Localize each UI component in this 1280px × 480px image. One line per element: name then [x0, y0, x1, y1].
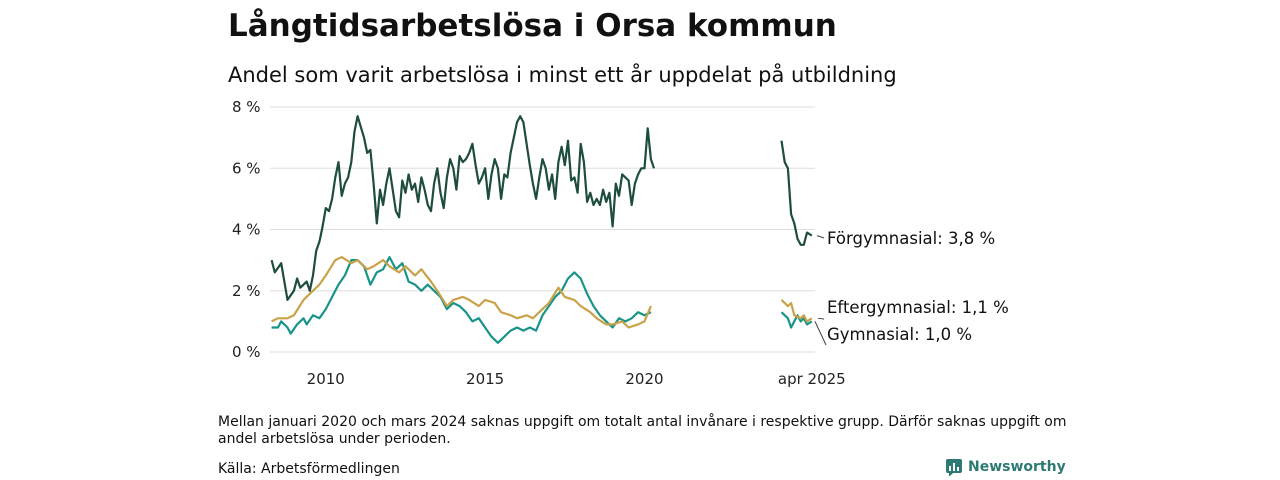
y-tick-label: 6 % — [232, 159, 261, 177]
series-line-gymnasial — [780, 311, 813, 329]
series-line-eftergymnasial — [271, 256, 652, 329]
series-line-eftergymnasial — [780, 299, 813, 323]
end-label-eftergymnasial: Eftergymnasial: 1,1 % — [827, 298, 1009, 317]
series-lines — [270, 115, 813, 344]
y-tick-label: 8 % — [232, 98, 261, 116]
y-tick-label: 2 % — [232, 282, 261, 300]
brand-name: Newsworthy — [968, 459, 1066, 475]
source-text: Källa: Arbetsförmedlingen — [218, 461, 400, 477]
chart-subtitle: Andel som varit arbetslösa i minst ett å… — [228, 63, 897, 87]
end-label-gymnasial: Gymnasial: 1,0 % — [827, 325, 972, 344]
line-chart: 0 % 2 % 4 % 6 % 8 % 2010 2015 2020 apr 2025 För… — [232, 98, 1009, 388]
end-label-förgymnasial: Förgymnasial: 3,8 % — [827, 229, 995, 248]
x-tick-label: 2020 — [625, 370, 663, 388]
leader-line — [817, 317, 825, 320]
x-tick-labels: 2010 2015 2020 apr 2025 — [307, 370, 846, 388]
x-tick-label: 2010 — [307, 370, 345, 388]
y-tick-label: 0 % — [232, 343, 261, 361]
leader-line — [814, 321, 827, 346]
series-line-gymnasial — [271, 256, 652, 344]
end-labels: Förgymnasial: 3,8 % Gymnasial: 1,0 % Efter… — [814, 229, 1009, 346]
bar-chart-icon — [946, 459, 962, 476]
x-tick-label: 2015 — [466, 370, 504, 388]
leader-line — [816, 235, 825, 239]
grid-lines — [270, 106, 815, 353]
y-tick-labels: 0 % 2 % 4 % 6 % 8 % — [232, 98, 261, 361]
brand-logo[interactable]: Newsworthy — [945, 458, 1066, 476]
y-tick-label: 4 % — [232, 221, 261, 239]
chart-title: Långtidsarbetslösa i Orsa kommun — [228, 8, 837, 44]
x-tick-label: apr 2025 — [778, 370, 846, 388]
series-line-förgymnasial — [780, 140, 813, 246]
series-line-förgymnasial — [270, 115, 656, 301]
footnote: Mellan januari 2020 och mars 2024 saknas… — [218, 414, 1067, 447]
